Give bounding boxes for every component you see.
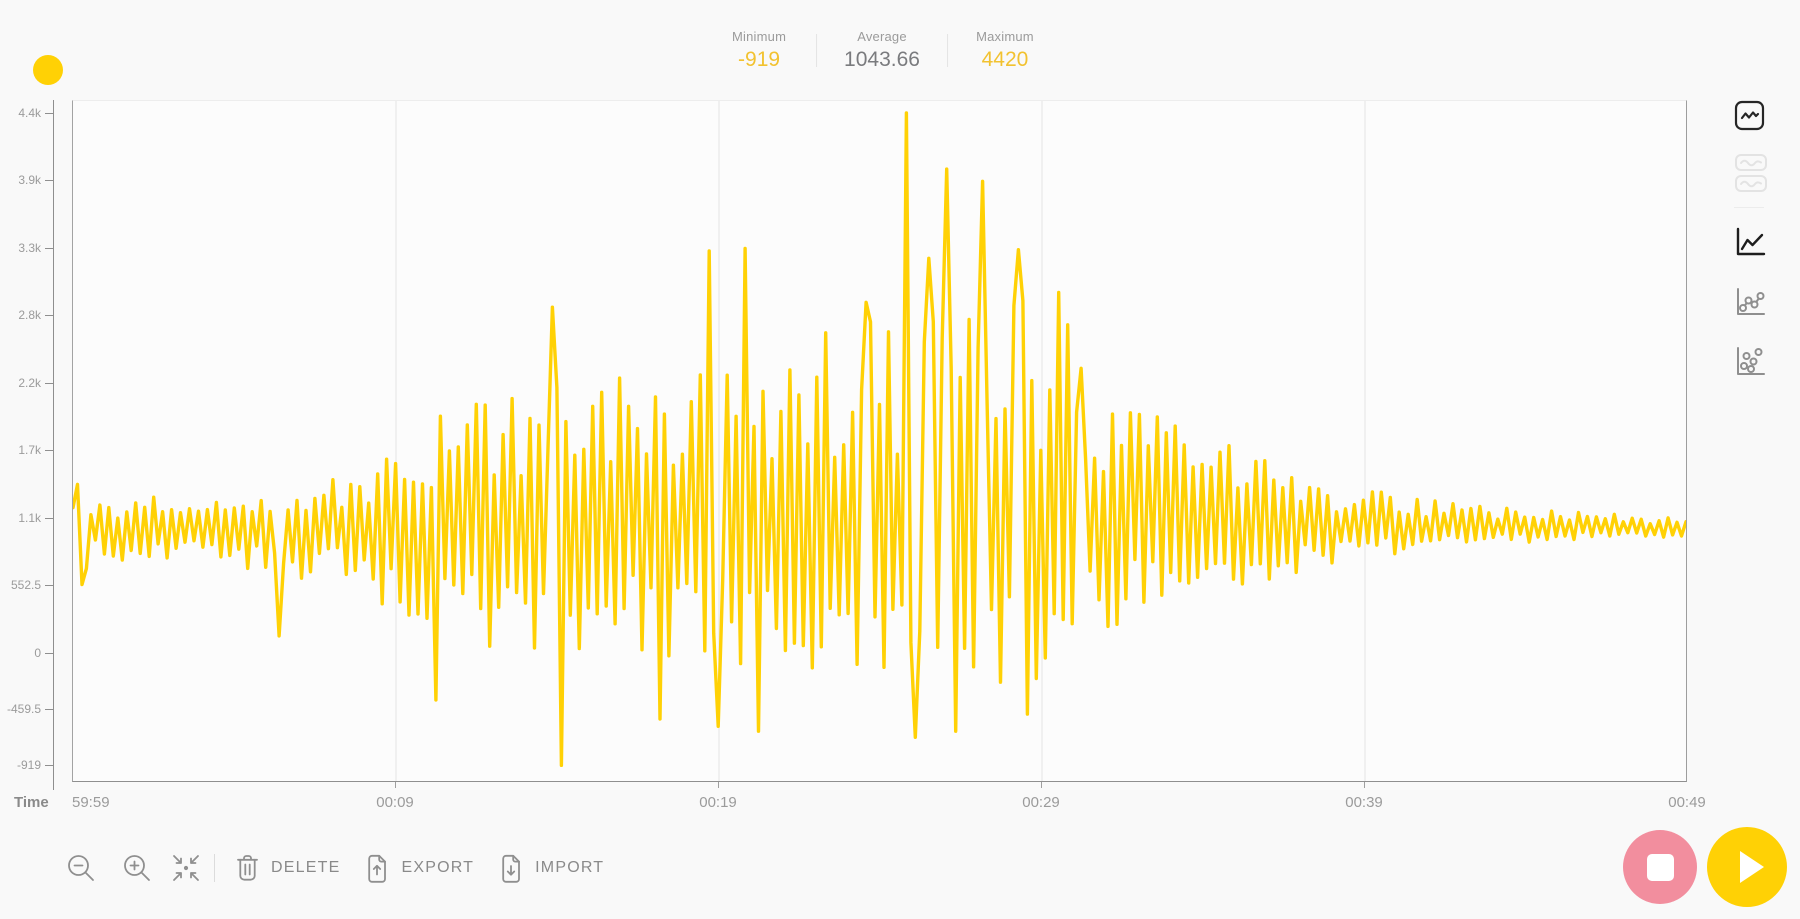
stat-minimum-label: Minimum — [731, 29, 787, 44]
y-axis-tick-label: 3.9k — [18, 173, 41, 188]
y-axis-tick-label: 2.8k — [18, 308, 41, 323]
scatter-chart-icon — [1737, 347, 1765, 375]
chart-type-line-button[interactable] — [1734, 226, 1766, 263]
rail-divider — [1734, 207, 1764, 208]
x-axis-tick-label: 00:19 — [699, 794, 737, 811]
toolbar-divider — [214, 854, 215, 882]
waveform-single-view-icon — [1734, 100, 1765, 131]
waveform-chart — [73, 101, 1686, 781]
stop-icon — [1646, 853, 1674, 881]
x-axis-tick-label: 00:49 — [1668, 794, 1706, 811]
delete-button[interactable]: DELETE — [235, 853, 340, 883]
y-axis-tick — [45, 653, 53, 654]
stats-divider — [816, 34, 818, 67]
y-axis-tick — [45, 765, 53, 767]
view-single-waveform-button[interactable] — [1734, 100, 1765, 136]
x-axis-title: Time — [14, 794, 49, 811]
y-axis-tick — [45, 585, 53, 587]
fit-to-view-button[interactable] — [168, 854, 204, 882]
x-axis-tick — [718, 782, 719, 788]
x-axis-tick — [395, 782, 396, 788]
import-button-label: IMPORT — [535, 859, 605, 876]
zoom-out-button[interactable] — [66, 853, 96, 883]
view-split-waveform-button[interactable] — [1734, 153, 1768, 198]
y-axis-tick — [45, 517, 53, 519]
x-axis-tick-label: 00:29 — [1022, 794, 1060, 811]
y-axis-tick-label: -459.5 — [6, 702, 41, 717]
waveform-split-view-icon — [1735, 154, 1767, 192]
waveform-line — [73, 111, 1686, 767]
stat-minimum: Minimum -919 — [702, 29, 816, 72]
y-axis-tick — [45, 382, 53, 384]
export-file-icon — [368, 854, 387, 883]
stat-maximum-value: 4420 — [981, 48, 1029, 71]
y-axis-tick-label: 552.5 — [10, 578, 41, 593]
trash-icon — [237, 855, 258, 881]
import-file-icon — [502, 854, 521, 883]
x-axis-tick-label: 00:09 — [376, 794, 414, 811]
x-axis-tick-label: 00:39 — [1345, 794, 1383, 811]
y-axis-tick-label: 0 — [34, 646, 41, 660]
y-axis-tick — [45, 180, 53, 182]
chart-type-line-points-button[interactable] — [1734, 283, 1766, 323]
x-axis-tick — [1364, 782, 1365, 788]
line-points-chart-icon — [1737, 288, 1765, 315]
collapse-arrows-icon — [173, 855, 199, 881]
recording-status-dot — [33, 55, 63, 85]
stats-header: Minimum -919 Average 1043.66 Maximum 442… — [702, 29, 1062, 72]
bottom-toolbar: DELETE EXPORT IMPORT — [66, 846, 604, 890]
y-axis-tick-label: 1.7k — [18, 443, 41, 458]
export-button-label: EXPORT — [401, 859, 475, 876]
zoom-out-icon — [68, 855, 94, 881]
y-axis-tick-label: 1.1k — [18, 510, 41, 525]
y-axis-tick-label: 3.3k — [18, 240, 41, 255]
line-chart-icon — [1736, 227, 1766, 256]
y-axis-tick — [45, 112, 53, 114]
y-axis-tick — [45, 709, 53, 711]
import-button[interactable]: IMPORT — [498, 853, 604, 884]
chart-type-scatter-button[interactable] — [1734, 342, 1766, 383]
stat-maximum-label: Maximum — [976, 29, 1034, 44]
y-axis-tick — [45, 315, 53, 317]
y-axis-tick-label: 2.2k — [18, 375, 41, 390]
zoom-in-button[interactable] — [122, 853, 152, 883]
stop-button[interactable] — [1623, 830, 1697, 904]
zoom-in-icon — [124, 855, 150, 881]
stat-average-value: 1043.66 — [844, 48, 920, 71]
y-axis-tick — [45, 247, 53, 249]
waveform-plot-area[interactable] — [72, 100, 1687, 782]
play-button[interactable] — [1707, 827, 1787, 907]
y-axis-tick — [45, 450, 53, 452]
stat-average: Average 1043.66 — [817, 29, 947, 72]
stat-minimum-value: -919 — [738, 48, 781, 71]
y-axis-tick-label: -919 — [16, 758, 41, 773]
delete-button-label: DELETE — [271, 859, 341, 876]
y-axis-tick-label: 4.4k — [18, 105, 41, 120]
x-axis-tick — [1041, 782, 1042, 788]
play-icon — [1739, 851, 1764, 883]
stats-divider — [946, 34, 948, 67]
stat-maximum: Maximum 4420 — [948, 29, 1062, 72]
stat-average-label: Average — [857, 29, 907, 44]
x-axis-tick-label: 59:59 — [72, 794, 110, 811]
export-button[interactable]: EXPORT — [364, 853, 474, 884]
y-axis-line — [53, 100, 54, 790]
